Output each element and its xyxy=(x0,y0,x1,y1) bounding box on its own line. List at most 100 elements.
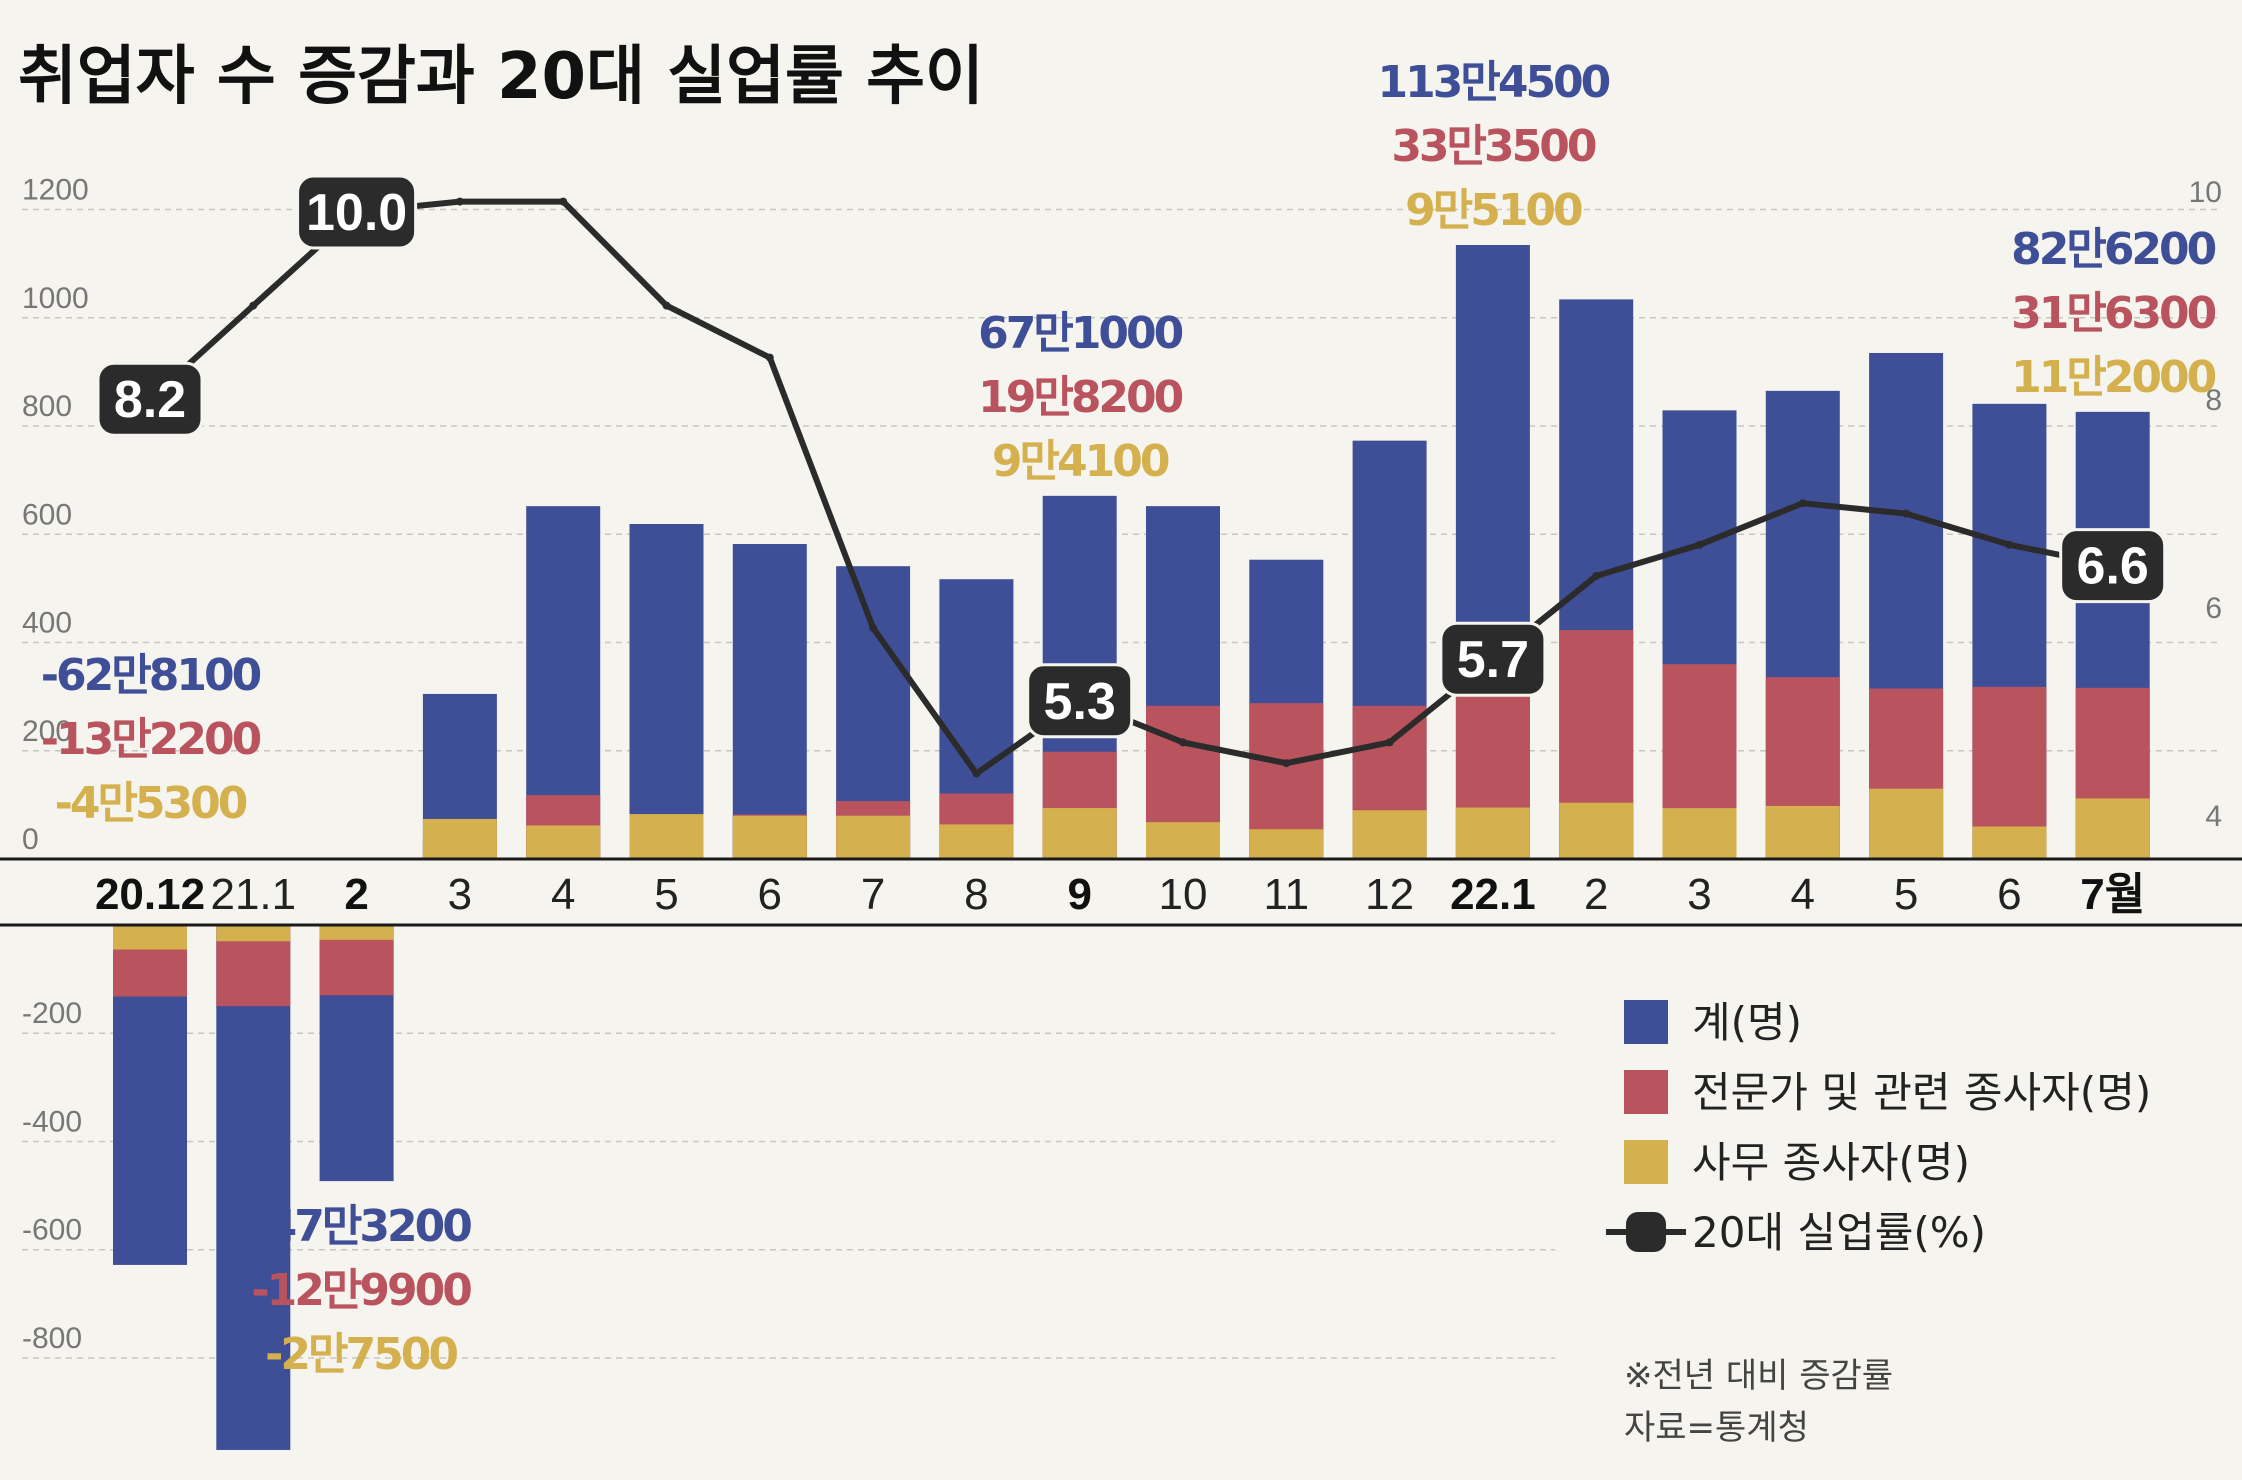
legend-swatch xyxy=(1624,1000,1668,1044)
bar-office xyxy=(216,925,291,942)
x-tick-label: 20.12 xyxy=(95,870,205,919)
value-annotation: 9만4100 xyxy=(992,436,1169,487)
x-tick-label: 4 xyxy=(551,870,575,919)
x-tick-label: 7월 xyxy=(2080,870,2145,919)
bar-office xyxy=(1352,810,1427,859)
bars xyxy=(113,245,2150,1450)
y-tick-left: 800 xyxy=(22,390,72,423)
value-annotations: -62만8100 -13만2200 -4만5300 -47만3200 -12만9900 -… xyxy=(41,57,2219,1380)
category-band: 20.12 21.1 2 3 4 5 6 7 8 9 10 11 12 22.1 2 3 4 5 6 7월 xyxy=(0,857,2242,927)
y-tick-left: -400 xyxy=(22,1105,82,1138)
legend-swatch xyxy=(1624,1070,1668,1114)
bar-office xyxy=(1249,829,1324,859)
bar-office xyxy=(836,815,911,859)
rate-point xyxy=(1385,738,1394,747)
rate-point xyxy=(765,353,774,362)
legend-label: 전문가 및 관련 종사자(명) xyxy=(1692,1068,2151,1117)
x-tick-label: 5 xyxy=(1894,870,1918,919)
rate-bubble-label: 5.7 xyxy=(1457,631,1529,689)
bar-office xyxy=(629,814,704,859)
x-tick-label: 6 xyxy=(1997,870,2021,919)
rate-labels: 8.2 10.0 5.3 5.7 6.6 xyxy=(96,174,2167,739)
bar-office xyxy=(2075,798,2150,859)
rate-bubble-label: 5.3 xyxy=(1044,673,1116,731)
rate-point xyxy=(1592,572,1601,580)
y-tick-left: 600 xyxy=(22,498,72,531)
rate-bubble-label: 8.2 xyxy=(114,371,186,429)
y-tick-right: 8 xyxy=(2205,384,2222,417)
value-annotation: 9만5100 xyxy=(1405,185,1582,236)
bar-total xyxy=(732,544,807,859)
note-source: 자료=통계청 xyxy=(1624,1408,1809,1448)
x-tick-label: 8 xyxy=(964,870,988,919)
value-annotation: 113만4500 xyxy=(1378,57,1610,108)
bar-office xyxy=(526,825,601,859)
rate-point xyxy=(559,197,568,206)
value-annotation: -13만2200 xyxy=(41,714,261,765)
bar-office xyxy=(1869,788,1944,859)
bar-office xyxy=(1146,822,1220,859)
x-tick-label: 3 xyxy=(448,870,472,919)
bar-office xyxy=(1455,807,1530,859)
y-tick-right: 6 xyxy=(2205,592,2222,625)
legend-swatch xyxy=(1624,1140,1668,1184)
x-tick-label: 10 xyxy=(1159,870,1208,919)
value-annotation: 67만1000 xyxy=(978,308,1183,359)
value-annotation: 31만6300 xyxy=(2011,288,2216,339)
bar-office xyxy=(1765,805,1840,859)
bar-total xyxy=(629,523,704,859)
y-tick-left: -200 xyxy=(22,997,82,1030)
value-annotation: -2만7500 xyxy=(265,1329,457,1380)
x-tick-label: 22.1 xyxy=(1450,870,1536,919)
bar-office xyxy=(1042,808,1117,859)
y-tick-left: 1000 xyxy=(22,282,89,315)
x-tick-label: 9 xyxy=(1067,870,1091,919)
bar-office xyxy=(1972,826,2047,859)
bar-office xyxy=(319,925,394,940)
bar-office xyxy=(422,818,497,859)
y-tick-left: -800 xyxy=(22,1322,82,1355)
legend: 계(명) 전문가 및 관련 종사자(명) 사무 종사자(명) 20대 실업률(%) xyxy=(1606,998,2151,1257)
x-tick-label: 2 xyxy=(1584,870,1608,919)
notes: ※전년 대비 증감률 자료=통계청 xyxy=(1624,1356,1893,1448)
y-tick-left: 200 xyxy=(22,715,72,748)
value-annotation: -62만8100 xyxy=(41,650,261,701)
value-annotation: 19만8200 xyxy=(978,372,1183,423)
rate-bubble-label: 6.6 xyxy=(2077,538,2149,596)
rate-point xyxy=(1695,540,1704,549)
x-tick-label: 7 xyxy=(861,870,885,919)
rate-point xyxy=(972,769,981,778)
note-basis: ※전년 대비 증감률 xyxy=(1624,1356,1893,1396)
rate-bubble-label: 10.0 xyxy=(306,184,407,242)
x-tick-label: 21.1 xyxy=(210,870,296,919)
bar-office xyxy=(113,925,187,950)
rate-bubble xyxy=(296,174,418,250)
x-tick-label: 11 xyxy=(1263,870,1309,919)
bar-office xyxy=(732,815,807,859)
x-tick-label: 4 xyxy=(1791,870,1815,919)
legend-label: 사무 종사자(명) xyxy=(1692,1138,1970,1187)
y-tick-right: 10 xyxy=(2189,176,2222,209)
rate-bubble xyxy=(1026,663,1134,739)
y-tick-right: 4 xyxy=(2205,800,2222,833)
value-annotation: -47만3200 xyxy=(251,1201,471,1252)
category-band-bg xyxy=(0,859,2242,925)
y-tick-left: 1200 xyxy=(22,174,89,207)
bar-office xyxy=(1559,802,1634,859)
value-annotation: -12만9900 xyxy=(251,1265,471,1316)
y-axis-left: 1200 1000 800 600 400 200 0 -200 -400 -600 -800 xyxy=(22,174,89,1355)
rate-point xyxy=(1179,738,1187,747)
x-tick-label: 6 xyxy=(758,870,782,919)
y-tick-left: 400 xyxy=(22,607,72,640)
x-tick-label: 3 xyxy=(1687,870,1711,919)
rate-point xyxy=(2005,540,2014,549)
rate-point xyxy=(1902,509,1911,518)
rate-point xyxy=(662,301,671,310)
rate-bubble xyxy=(2059,528,2167,604)
rate-point xyxy=(869,624,878,632)
legend-label: 20대 실업률(%) xyxy=(1692,1208,1986,1257)
value-annotation: 11만2000 xyxy=(2011,352,2216,403)
y-axis-right: 10 8 6 4 xyxy=(2189,176,2222,833)
chart-title: 취업자 수 증감과 20대 실업률 추이 xyxy=(18,40,984,114)
x-tick-label: 5 xyxy=(654,870,678,919)
